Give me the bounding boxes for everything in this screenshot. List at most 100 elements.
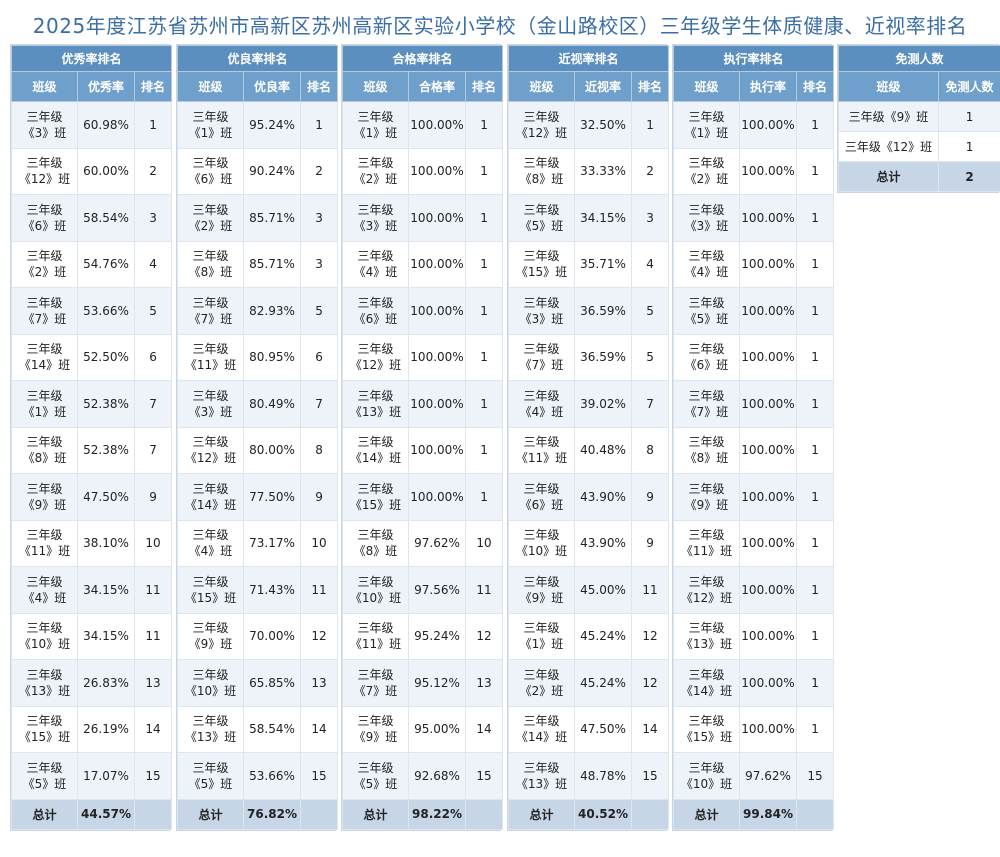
rate-cell: 100.00% <box>739 612 797 660</box>
rank-cell: 1 <box>795 659 835 707</box>
rate-cell: 34.15% <box>574 194 632 242</box>
class-cell: 三年级 《10》班 <box>673 752 740 800</box>
rate-cell: 100.00% <box>408 380 466 428</box>
table-row: 三年级 《12》班 60.00% 2 <box>11 147 173 195</box>
table-row: 三年级 《2》班 45.24% 12 <box>508 659 670 707</box>
column-header-rank: 排名 <box>133 71 173 102</box>
column-header-rate: 合格率 <box>408 71 466 102</box>
count-cell: 1 <box>937 101 1000 132</box>
rank-cell: 4 <box>630 240 670 288</box>
rank-cell: 3 <box>133 194 173 242</box>
column-header-class: 班级 <box>342 71 409 102</box>
total-row: 总计 99.84% <box>673 798 835 830</box>
class-cell: 三年级 《13》班 <box>177 705 244 753</box>
class-cell: 三年级 《4》班 <box>673 240 740 288</box>
table-row: 三年级 《8》班 100.00% 1 <box>673 426 835 474</box>
rank-cell: 11 <box>133 612 173 660</box>
class-cell: 三年级 《12》班 <box>673 566 740 614</box>
rank-cell: 1 <box>795 473 835 521</box>
table-row: 三年级 《7》班 100.00% 1 <box>673 380 835 428</box>
rate-cell: 45.00% <box>574 566 632 614</box>
table-row: 三年级 《8》班 33.33% 2 <box>508 147 670 195</box>
class-cell: 三年级 《11》班 <box>177 333 244 381</box>
class-cell: 三年级 《12》班 <box>177 426 244 474</box>
rate-cell: 100.00% <box>739 101 797 149</box>
rank-cell: 7 <box>133 426 173 474</box>
class-cell: 三年级 《5》班 <box>508 194 575 242</box>
column-header-rank: 排名 <box>299 71 339 102</box>
ranking-table: 优良率排名 班级 优良率 排名 三年级 《1》班 95.24% 1 三年级 《6》班 90.24… <box>176 45 339 830</box>
rate-cell: 73.17% <box>243 519 301 567</box>
panel-header: 优秀率排名 <box>10 45 173 72</box>
rank-cell: 14 <box>464 705 504 753</box>
class-cell: 三年级 《10》班 <box>508 519 575 567</box>
rate-cell: 100.00% <box>408 426 466 474</box>
rate-cell: 45.24% <box>574 612 632 660</box>
class-cell: 三年级 《5》班 <box>342 752 409 800</box>
rate-cell: 26.19% <box>77 705 135 753</box>
table-row: 三年级 《8》班 97.62% 10 <box>342 519 504 567</box>
table-row: 三年级 《3》班 80.49% 7 <box>177 380 339 428</box>
rate-cell: 82.93% <box>243 287 301 335</box>
rate-cell: 100.00% <box>408 287 466 335</box>
class-cell: 三年级 《2》班 <box>508 659 575 707</box>
rank-cell: 3 <box>299 194 339 242</box>
rank-cell: 7 <box>630 380 670 428</box>
class-cell: 三年级 《14》班 <box>11 333 78 381</box>
total-row: 总计 76.82% <box>177 798 339 830</box>
class-cell: 三年级 《4》班 <box>342 240 409 288</box>
table-row: 三年级《9》班 1 <box>838 101 1000 132</box>
class-cell: 三年级 《7》班 <box>508 333 575 381</box>
class-cell: 三年级 《3》班 <box>508 287 575 335</box>
column-header-rate: 优秀率 <box>77 71 135 102</box>
column-header-rate: 近视率 <box>574 71 632 102</box>
rank-cell: 1 <box>795 380 835 428</box>
rate-cell: 100.00% <box>408 473 466 521</box>
table-row: 三年级 《5》班 34.15% 3 <box>508 194 670 242</box>
class-cell: 三年级 《12》班 <box>342 333 409 381</box>
rank-cell: 12 <box>630 659 670 707</box>
ranking-table: 执行率排名 班级 执行率 排名 三年级 《1》班 100.00% 1 三年级 《2》班 100.… <box>672 45 835 830</box>
table-row: 三年级 《11》班 40.48% 8 <box>508 426 670 474</box>
table-row: 三年级 《3》班 60.98% 1 <box>11 101 173 149</box>
rank-cell: 11 <box>299 566 339 614</box>
ranking-table: 近视率排名 班级 近视率 排名 三年级 《12》班 32.50% 1 三年级 《8》班 33.3… <box>507 45 670 830</box>
rate-cell: 100.00% <box>408 333 466 381</box>
rate-cell: 100.00% <box>739 659 797 707</box>
ranking-panel: 优良率排名 班级 优良率 排名 三年级 《1》班 95.24% 1 三年级 《6》班 90.24… <box>176 44 339 831</box>
rate-cell: 100.00% <box>739 426 797 474</box>
rate-cell: 65.85% <box>243 659 301 707</box>
column-header-rate: 优良率 <box>243 71 301 102</box>
rank-cell: 12 <box>464 612 504 660</box>
column-header-rank: 排名 <box>795 71 835 102</box>
rank-cell: 10 <box>133 519 173 567</box>
rank-cell: 6 <box>299 333 339 381</box>
class-cell: 三年级 《15》班 <box>673 705 740 753</box>
table-row: 三年级 《5》班 92.68% 15 <box>342 752 504 800</box>
class-cell: 三年级 《12》班 <box>508 101 575 149</box>
rank-cell: 14 <box>630 705 670 753</box>
class-cell: 三年级 《13》班 <box>508 752 575 800</box>
rate-cell: 95.24% <box>243 101 301 149</box>
rank-cell: 7 <box>299 380 339 428</box>
rank-cell: 1 <box>464 194 504 242</box>
total-label: 总计 <box>673 798 740 830</box>
rank-cell: 15 <box>630 752 670 800</box>
column-header-class: 班级 <box>177 71 244 102</box>
class-cell: 三年级 《10》班 <box>342 566 409 614</box>
class-cell: 三年级 《9》班 <box>508 566 575 614</box>
rank-cell: 1 <box>795 566 835 614</box>
rank-cell: 2 <box>630 147 670 195</box>
rate-cell: 85.71% <box>243 194 301 242</box>
table-row: 三年级 《15》班 100.00% 1 <box>673 705 835 753</box>
table-row: 三年级 《7》班 95.12% 13 <box>342 659 504 707</box>
rank-cell: 3 <box>299 240 339 288</box>
table-row: 三年级 《13》班 100.00% 1 <box>673 612 835 660</box>
rate-cell: 52.38% <box>77 426 135 474</box>
page-title: 2025年度江苏省苏州市高新区苏州高新区实验小学校（金山路校区）三年级学生体质健… <box>32 14 968 38</box>
table-row: 三年级 《14》班 77.50% 9 <box>177 473 339 521</box>
table-row: 三年级 《12》班 32.50% 1 <box>508 101 670 149</box>
rate-cell: 40.48% <box>574 426 632 474</box>
table-row: 三年级 《9》班 70.00% 12 <box>177 612 339 660</box>
rank-cell: 5 <box>133 287 173 335</box>
